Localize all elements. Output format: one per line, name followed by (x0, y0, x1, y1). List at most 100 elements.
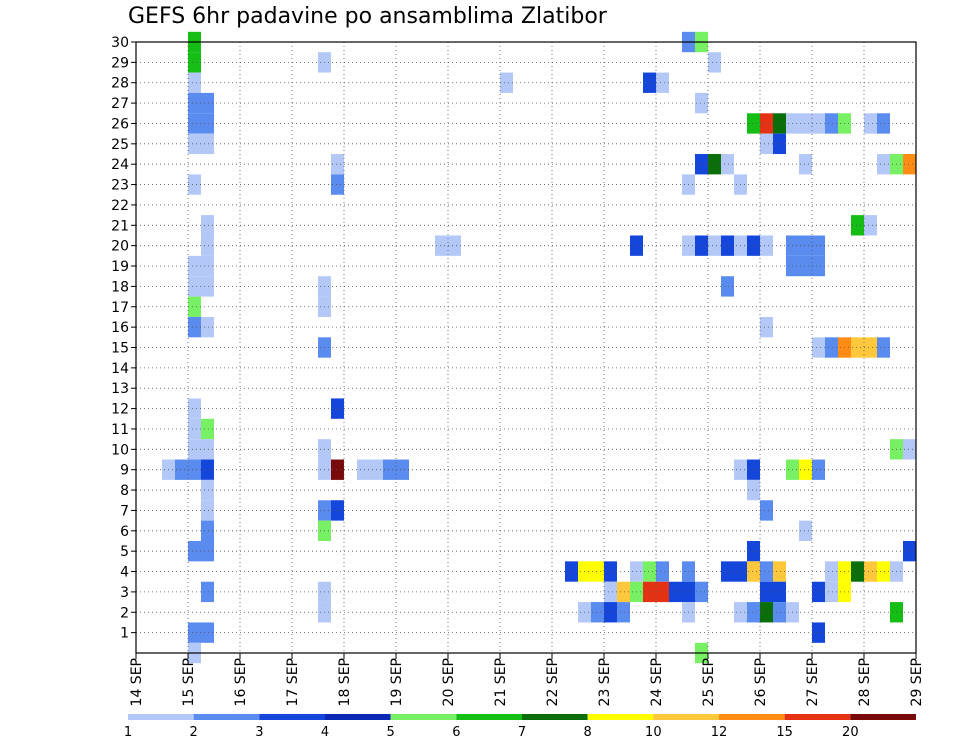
y-tick-label: 5 (120, 544, 129, 560)
heatmap-cell (591, 561, 604, 582)
heatmap-cell (656, 72, 669, 93)
heatmap-cell (201, 255, 214, 277)
x-tick-label: 24 SEP (649, 658, 665, 706)
y-tick-label: 14 (111, 361, 129, 377)
heatmap-cell (591, 602, 604, 623)
legend: 1 2 3 4 5 6 7 8 10 12 15 20 (124, 714, 916, 740)
heatmap-cell (188, 296, 201, 317)
heatmap-cell (812, 622, 825, 643)
heatmap-cell (825, 561, 838, 582)
heatmap-cell (747, 113, 760, 134)
y-tick-label: 7 (120, 503, 129, 519)
legend-swatch (456, 714, 522, 720)
heatmap-cell (188, 52, 201, 73)
legend-swatch (850, 714, 916, 720)
heatmap-cell (877, 561, 890, 582)
heatmap-cell (721, 235, 734, 256)
legend-swatch (325, 714, 391, 720)
heatmap-cell (825, 113, 838, 134)
cells-layer (162, 31, 916, 664)
y-tick-label: 10 (111, 442, 129, 458)
x-tick-label: 17 SEP (285, 658, 301, 706)
heatmap-cell (669, 581, 682, 603)
heatmap-cell (201, 418, 214, 440)
heatmap-cell (617, 602, 630, 623)
heatmap-cell (721, 154, 734, 175)
legend-label: 15 (776, 725, 793, 740)
heatmap-cell (188, 459, 201, 480)
heatmap-cell (643, 581, 656, 603)
heatmap-cell (604, 602, 617, 623)
heatmap-cell (188, 92, 201, 114)
heatmap-cell (201, 113, 214, 134)
heatmap-cell (864, 561, 877, 582)
heatmap-cell (864, 113, 877, 134)
heatmap-cell (747, 235, 760, 256)
heatmap-cell (331, 500, 344, 521)
y-tick-label: 2 (120, 605, 129, 621)
heatmap-cell (201, 92, 214, 114)
heatmap-cell (721, 561, 734, 582)
legend-swatch (193, 714, 260, 720)
legend-label: 1 (124, 725, 132, 740)
y-tick-label: 4 (120, 565, 129, 581)
heatmap-cell (708, 52, 721, 73)
y-tick-label: 19 (111, 259, 129, 275)
y-tick-label: 9 (120, 463, 129, 479)
legend-label: 20 (842, 725, 859, 740)
y-tick-label: 26 (111, 116, 129, 132)
heatmap-cell (812, 337, 825, 358)
heatmap-cell (331, 174, 344, 195)
heatmap-cell (188, 276, 201, 297)
heatmap-cell (799, 459, 812, 480)
y-tick-label: 22 (111, 198, 129, 214)
heatmap-cell (201, 276, 214, 297)
heatmap-cell (903, 540, 916, 562)
heatmap-cell (448, 235, 461, 256)
heatmap-cell (188, 72, 201, 93)
y-tick-label: 17 (111, 300, 129, 316)
heatmap-cell (383, 459, 396, 480)
heatmap-cell (721, 276, 734, 297)
heatmap-cell (565, 561, 578, 582)
heatmap-cell (903, 439, 916, 460)
y-tick-label: 3 (120, 585, 129, 601)
heatmap-cell (903, 154, 916, 175)
x-tick-label: 25 SEP (701, 658, 717, 706)
y-tick-label: 15 (111, 341, 129, 357)
heatmap-cell (201, 215, 214, 236)
legend-label: 3 (255, 725, 263, 740)
y-tick-label: 20 (111, 239, 129, 255)
legend-label: 8 (584, 725, 592, 740)
heatmap-cell (825, 337, 838, 358)
legend-label: 4 (321, 725, 329, 740)
heatmap-cell (747, 561, 760, 582)
y-tick-label: 11 (111, 422, 129, 438)
x-tick-label: 14 SEP (129, 658, 145, 706)
heatmap-cell (877, 113, 890, 134)
heatmap-cell (773, 581, 786, 603)
heatmap-cell (201, 540, 214, 562)
x-tick-label: 20 SEP (441, 658, 457, 706)
heatmap-cell (812, 581, 825, 603)
legend-swatch (390, 714, 457, 720)
x-tick-label: 15 SEP (181, 658, 197, 706)
heatmap-cell (188, 113, 201, 134)
heatmap-cell (188, 622, 201, 643)
y-tick-label: 16 (111, 320, 129, 336)
x-tick-label: 23 SEP (597, 658, 613, 706)
y-tick-label: 29 (111, 55, 129, 71)
heatmap-cell (708, 235, 721, 256)
heatmap-cell (760, 500, 773, 521)
heatmap-cell (396, 459, 409, 480)
legend-swatch (653, 714, 719, 720)
heatmap-cell (201, 520, 214, 541)
heatmap-cell (201, 439, 214, 460)
heatmap-cell (877, 154, 890, 175)
x-axis: 14 SEP 15 SEP 16 SEP 17 SEP 18 SEP 19 SEP 20 S… (129, 653, 925, 706)
legend-label: 2 (190, 725, 198, 740)
heatmap-cell (747, 602, 760, 623)
heatmap-cell (188, 133, 201, 155)
y-tick-label: 28 (111, 76, 129, 92)
